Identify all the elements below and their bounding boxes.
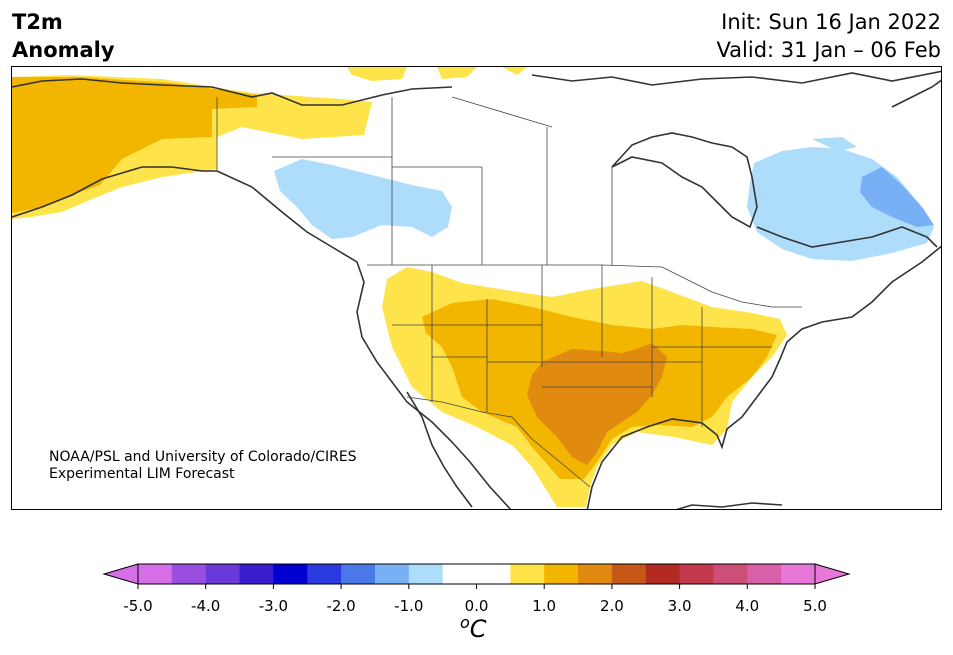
- colorbar-tick-label: 2.0: [599, 597, 624, 615]
- anomaly-area-labrador: [860, 167, 934, 227]
- colorbar-cell: [273, 564, 308, 584]
- unit-superscript: o: [460, 613, 470, 632]
- colorbar-tick-label: -5.0: [123, 597, 153, 615]
- anomaly-area-north-quebec: [812, 137, 857, 151]
- valid-range: Valid: 31 Jan – 06 Feb: [716, 38, 941, 62]
- colorbar-cell: [341, 564, 376, 584]
- colorbar-cell: [611, 564, 647, 584]
- colorbar-tick-label: -3.0: [258, 597, 289, 615]
- colorbar-tick-label: 5.0: [803, 597, 827, 615]
- colorbar-cell: [205, 564, 241, 584]
- coastline-baja: [406, 391, 473, 508]
- colorbar-tick-label: -2.0: [326, 597, 356, 615]
- anomaly-area-arctic-2: [437, 67, 477, 79]
- colorbar-cell: [713, 564, 748, 584]
- coastline-caribbean: [675, 502, 783, 509]
- coastlines: [12, 70, 941, 509]
- colorbar-tick-label: 0.0: [464, 597, 489, 615]
- anomaly-map: [11, 66, 942, 510]
- anomaly-area-alaska-mid: [12, 77, 257, 213]
- colorbar-cell: [171, 564, 207, 584]
- colorbar-cell: [307, 564, 342, 584]
- colorbar-cell: [442, 564, 477, 584]
- political-borders: [216, 96, 802, 488]
- credit-line-1: NOAA/PSL and University of Colorado/CIRE…: [49, 449, 357, 465]
- colorbar-over-arrow: [814, 563, 851, 585]
- colorbar-cell: [781, 564, 816, 584]
- colorbar-cell: [578, 564, 613, 584]
- map-canvas: [12, 67, 941, 509]
- title-line-1: T2m: [12, 10, 63, 34]
- coastline-pacific: [216, 170, 512, 509]
- anomaly-area-western-canada: [274, 159, 452, 239]
- colorbar-cell: [138, 564, 173, 584]
- colorbar-cell: [645, 564, 681, 584]
- border-provinces: [272, 96, 613, 265]
- coastline-hudson-bay: [611, 132, 758, 229]
- colorbar-cell: [476, 564, 511, 584]
- colorbar-cell: [408, 564, 444, 584]
- colorbar-cell: [544, 564, 579, 584]
- coastline-alaska: [12, 78, 453, 106]
- warm-shading: [12, 67, 787, 507]
- colorbar-tick-label: 1.0: [532, 597, 557, 615]
- forecast-dates: Init: Sun 16 Jan 2022 Valid: 31 Jan – 06…: [716, 8, 941, 64]
- coastline-atlantic: [756, 245, 941, 398]
- colorbar-cells: [138, 564, 816, 584]
- anomaly-area-us-dark: [527, 343, 667, 465]
- border-us-mexico: [406, 396, 591, 488]
- coastline-arctic-islands: [531, 70, 941, 86]
- colorbar-ticks: [137, 584, 816, 589]
- coastline-labrador: [756, 226, 938, 248]
- colorbar-cell: [679, 564, 714, 584]
- coastline-aleutians: [12, 166, 217, 218]
- colorbar-under-arrow: [102, 563, 139, 585]
- colorbar-tick-label: -4.0: [191, 597, 221, 615]
- credit-text: NOAA/PSL and University of Colorado/CIRE…: [49, 449, 357, 483]
- colorbar-cell: [374, 564, 410, 584]
- title-line-2: Anomaly: [12, 38, 115, 62]
- map-title: T2m Anomaly: [12, 8, 115, 64]
- colorbar-tick-label: 4.0: [735, 597, 760, 615]
- colorbar-tick-label: -1.0: [394, 597, 424, 615]
- coastline-gulf-mexico: [586, 396, 758, 509]
- anomaly-area-arctic-1: [347, 67, 407, 81]
- colorbar-cell: [510, 564, 545, 584]
- border-states: [392, 265, 772, 427]
- coastline-greenland: [891, 79, 941, 108]
- init-date: Init: Sun 16 Jan 2022: [721, 10, 941, 34]
- anomaly-area-arctic-3: [502, 67, 527, 75]
- colorbar-cell: [747, 564, 782, 584]
- colorbar-cell: [239, 564, 274, 584]
- border-canada-us: [367, 264, 802, 308]
- credit-line-2: Experimental LIM Forecast: [49, 466, 235, 482]
- colorbar: [102, 563, 851, 589]
- unit-symbol: C: [469, 615, 487, 643]
- colorbar-unit: oC: [460, 613, 487, 643]
- colorbar-tick-label: 3.0: [667, 597, 692, 615]
